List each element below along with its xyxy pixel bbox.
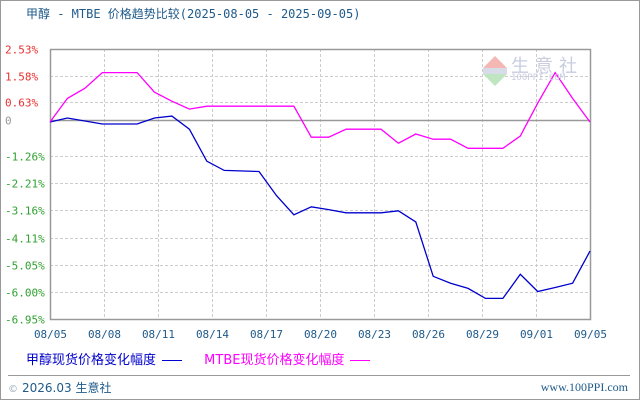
y-axis-ticks: 2.53% 1.58% 0.63% 0 -1.26% -2.21% -3.16% -4.11%… <box>5 44 45 327</box>
y-tick-label: 0.63% <box>5 97 38 110</box>
y-tick-label: -6.00% <box>5 287 45 300</box>
y-tick-label: -5.05% <box>5 260 45 273</box>
y-tick-label: 2.53% <box>5 44 38 57</box>
series-lines <box>49 71 591 300</box>
x-tick-label: 08/26 <box>412 328 445 341</box>
axes <box>49 48 592 321</box>
legend-swatch-mtbe <box>350 360 371 361</box>
y-tick-label: 1.58% <box>5 71 38 84</box>
footer-website-link[interactable]: www.100PPI.com <box>540 380 628 394</box>
y-tick-label: 0 <box>5 115 12 128</box>
x-tick-label: 09/05 <box>574 328 607 341</box>
grid-lines <box>50 49 590 320</box>
y-tick-label: -4.11% <box>5 233 45 246</box>
footer-copyright: © 2026.03 生意社 <box>8 379 111 396</box>
x-tick-label: 08/14 <box>196 328 229 341</box>
y-tick-label: -6.95% <box>5 314 45 327</box>
mtbe-series-line <box>49 71 591 149</box>
methanol-series-line <box>49 115 591 300</box>
footer-left-text: 2026.03 生意社 <box>22 381 112 395</box>
x-tick-label: 08/11 <box>142 328 175 341</box>
x-tick-label: 08/23 <box>358 328 391 341</box>
legend-label-methanol: 甲醇现货价格变化幅度 <box>26 353 157 368</box>
x-axis-ticks: 08/05 08/08 08/11 08/14 08/17 08/20 08/23 08/26… <box>34 328 607 341</box>
legend-item-mtbe: MTBE现货价格变化幅度 <box>204 349 371 368</box>
legend-item-methanol: 甲醇现货价格变化幅度 <box>26 349 183 368</box>
legend: 甲醇现货价格变化幅度 MTBE现货价格变化幅度 <box>26 349 388 368</box>
x-tick-label: 08/29 <box>466 328 499 341</box>
x-tick-label: 09/01 <box>520 328 553 341</box>
chart-title: 甲醇 - MTBE 价格趋势比较(2025-08-05 - 2025-09-05… <box>26 7 361 21</box>
legend-swatch-methanol <box>162 360 183 361</box>
y-tick-label: -1.26% <box>5 151 45 164</box>
legend-label-mtbe: MTBE现货价格变化幅度 <box>204 353 345 368</box>
y-tick-label: -2.21% <box>5 178 45 191</box>
footer-divider <box>8 375 630 376</box>
plot-border <box>49 48 592 321</box>
x-tick-label: 08/20 <box>304 328 337 341</box>
x-tick-label: 08/17 <box>250 328 283 341</box>
x-tick-label: 08/08 <box>88 328 121 341</box>
x-tick-label: 08/05 <box>34 328 67 341</box>
y-tick-label: -3.16% <box>5 205 45 218</box>
copyright-icon: © <box>8 384 18 395</box>
